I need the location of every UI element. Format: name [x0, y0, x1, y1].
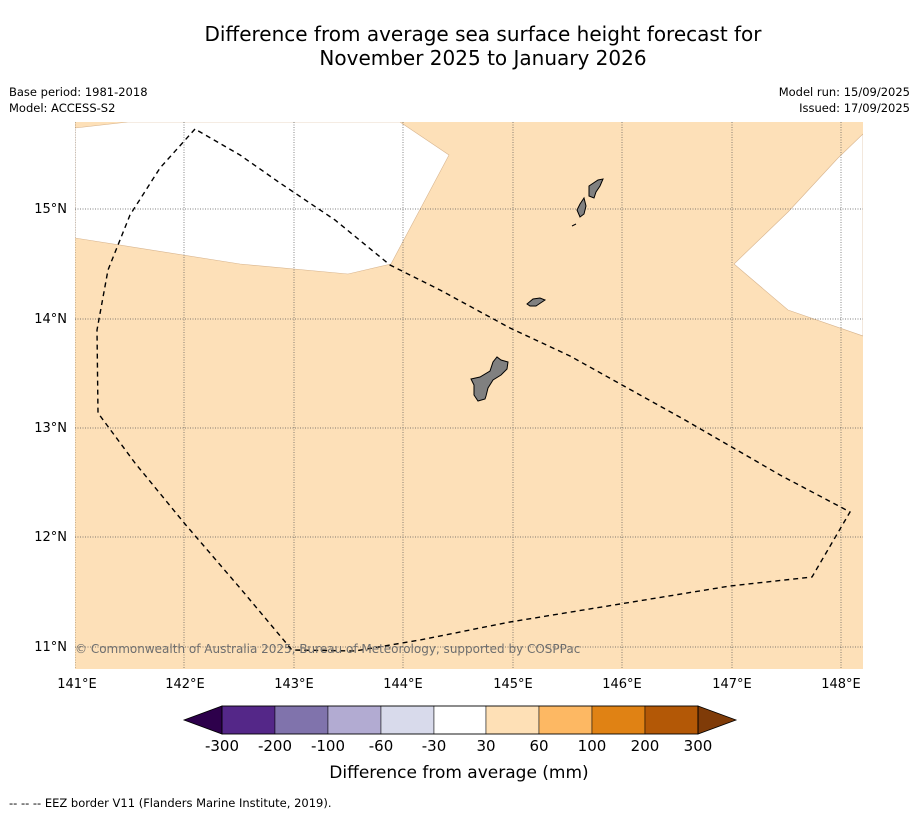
lon-label-146e: 146°E: [602, 677, 642, 692]
colorbar-bin-2: [274, 705, 329, 735]
lon-label-144e: 144°E: [383, 677, 423, 692]
colorbar-legend: -300 -200 -100 -60 -30 30 60 100 200 300…: [182, 705, 738, 783]
colorbar-bin-5: [433, 705, 487, 735]
gridlines: [75, 122, 863, 669]
legend-tick-5: -30: [422, 737, 447, 755]
legend-tick-1: -300: [205, 737, 239, 755]
legend-tick-3: -100: [311, 737, 345, 755]
island-rota: [526, 297, 547, 307]
colorbar-under-triangle: [182, 705, 223, 735]
base-period: Base period: 1981-2018: [9, 85, 148, 99]
island-aguijan: [571, 223, 577, 227]
eez-footnote: -- -- -- EEZ border V11 (Flanders Marine…: [9, 796, 332, 810]
legend-tick-7: 60: [529, 737, 548, 755]
meta-left: Base period: 1981-2018 Model: ACCESS-S2: [9, 84, 148, 116]
legend-tick-6: 30: [476, 737, 495, 755]
lon-label-148e: 148°E: [821, 677, 861, 692]
no-data-region-east: [733, 133, 863, 337]
legend-tick-10: 300: [684, 737, 713, 755]
colorbar-bin-9: [644, 705, 699, 735]
colorbar-over-triangle: [697, 705, 738, 735]
title-line-2: November 2025 to January 2026: [319, 46, 647, 70]
lon-label-147e: 147°E: [712, 677, 752, 692]
island-tinian: [576, 196, 587, 218]
lat-label-14n: 14°N: [34, 312, 67, 327]
issued-date: Issued: 17/09/2025: [799, 101, 910, 115]
lat-label-12n: 12°N: [34, 530, 67, 545]
island-saipan: [588, 178, 604, 199]
colorbar-bin-8: [591, 705, 646, 735]
land-masses: [470, 178, 604, 402]
lon-label-141e: 141°E: [57, 677, 97, 692]
title-line-1: Difference from average sea surface heig…: [204, 22, 762, 46]
colorbar-bin-4: [380, 705, 435, 735]
lon-label-145e: 145°E: [493, 677, 533, 692]
legend-title: Difference from average (mm): [329, 763, 588, 783]
legend-tick-4: -60: [369, 737, 394, 755]
colorbar-bin-7: [538, 705, 593, 735]
longitude-labels: 141°E 142°E 143°E 144°E 145°E 146°E 147°…: [57, 677, 861, 692]
legend-tick-8: 100: [578, 737, 607, 755]
island-guam: [470, 356, 509, 402]
lat-label-13n: 13°N: [34, 421, 67, 436]
colorbar-bin-1: [221, 705, 276, 735]
lon-label-142e: 142°E: [165, 677, 205, 692]
lon-label-143e: 143°E: [274, 677, 314, 692]
latitude-labels: 15°N 14°N 13°N 12°N 11°N: [34, 202, 67, 655]
copyright-notice: © Commonwealth of Australia 2025, Bureau…: [75, 642, 580, 656]
model-run: Model run: 15/09/2025: [778, 85, 910, 99]
legend-tick-2: -200: [258, 737, 292, 755]
map-title: Difference from average sea surface heig…: [0, 22, 919, 70]
legend-tick-9: 200: [631, 737, 660, 755]
lat-label-11n: 11°N: [34, 640, 67, 655]
colorbar-outline: [221, 705, 699, 735]
lat-label-15n: 15°N: [34, 202, 67, 217]
colorbar-bin-3: [327, 705, 382, 735]
meta-right: Model run: 15/09/2025 Issued: 17/09/2025: [779, 84, 910, 116]
eez-border: [96, 128, 851, 652]
colorbar-bin-6: [485, 705, 540, 735]
model-name: Model: ACCESS-S2: [9, 101, 116, 115]
map-plot-area: © Commonwealth of Australia 2025, Bureau…: [75, 122, 863, 669]
